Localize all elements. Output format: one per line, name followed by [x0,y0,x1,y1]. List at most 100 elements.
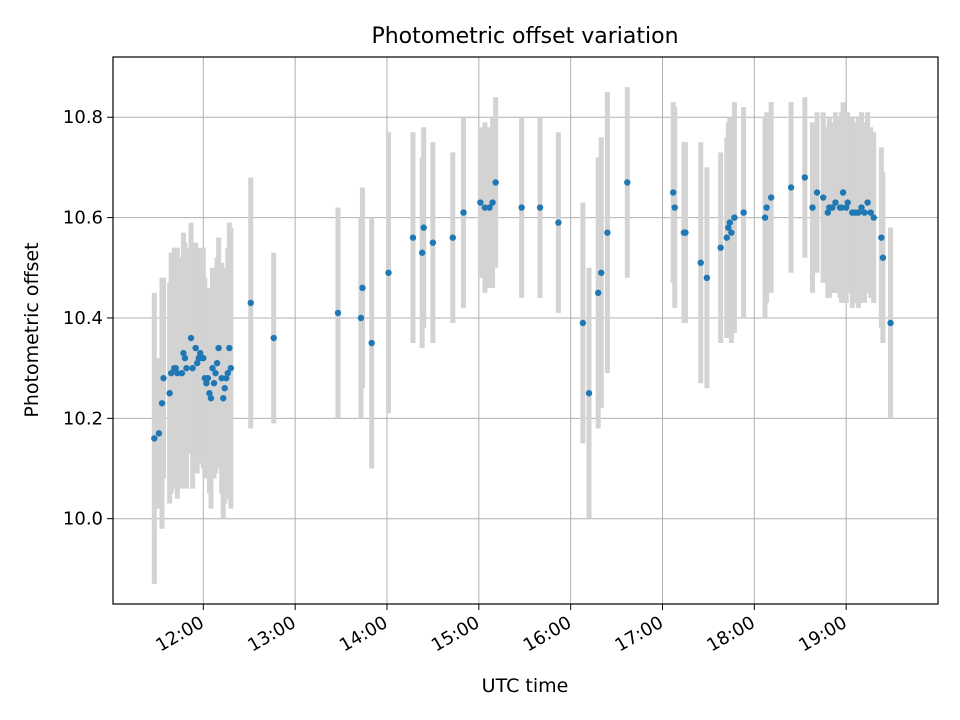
y-axis-label: Photometric offset [21,242,43,417]
data-point [486,204,493,211]
y-tick-label: 10.8 [63,107,103,128]
data-point [206,390,213,397]
data-point [624,179,631,186]
data-point [878,234,885,241]
data-point [824,209,831,216]
data-point [359,284,366,292]
data-point [864,199,871,206]
data-point [682,229,689,236]
data-point [858,204,865,211]
data-point [420,224,427,231]
y-axis-ticks: 10.0 10.2 10.4 10.6 10.8 [63,107,113,530]
data-point [183,364,190,372]
data-point [728,229,735,236]
x-axis-label: UTC time [482,675,569,697]
data-point [861,209,868,216]
data-point [832,199,839,206]
data-point [761,214,769,221]
data-point [481,204,489,211]
data-point [385,269,392,276]
data-point [223,374,230,382]
data-point [460,209,467,216]
data-point [189,364,196,372]
data-point [334,309,342,317]
data-point [492,179,499,186]
data-point [598,269,605,276]
data-point [595,289,602,297]
y-tick-label: 10.0 [63,509,103,530]
data-point [210,379,218,387]
y-tick-label: 10.2 [63,408,103,429]
data-point [429,239,437,246]
data-point [477,199,484,206]
data-point [740,209,747,216]
data-point [726,219,734,226]
data-point [813,189,821,196]
data-point [820,194,827,201]
data-point [723,234,730,241]
data-point [192,344,199,352]
y-tick-label: 10.4 [63,308,103,329]
data-point [697,259,704,266]
data-point [717,244,724,251]
data-point [270,334,277,342]
data-point [187,334,195,342]
data-point [221,385,228,392]
data-point [555,219,562,226]
data-point [167,369,175,377]
data-point [220,395,227,402]
data-point [585,390,593,397]
data-point [207,395,215,402]
data-point [489,199,496,206]
data-point [703,274,711,282]
data-point [151,435,158,442]
data-point [197,349,204,357]
data-point [213,359,221,367]
data-point [160,374,167,382]
data-point [212,369,219,377]
data-point [579,319,587,327]
data-point [604,229,611,236]
data-point [844,199,851,206]
data-point [357,314,365,322]
data-point [178,369,186,377]
data-point [842,204,850,211]
data-point [158,400,166,407]
data-point [200,354,207,362]
data-point [227,364,235,372]
data-point [767,194,775,201]
data-point [409,234,417,241]
data-point [209,364,216,372]
data-point [181,354,189,362]
data-point [368,339,375,347]
data-point [224,369,231,377]
data-point [536,204,544,211]
data-points [151,174,894,442]
data-point [879,254,887,261]
data-point [867,209,874,216]
data-point [763,204,770,211]
y-tick-label: 10.6 [63,208,103,229]
data-point [174,369,181,377]
data-point [870,214,877,221]
data-point [670,189,677,196]
data-point [809,204,816,211]
data-point [518,204,525,211]
data-point [838,204,845,211]
data-point [418,249,426,256]
data-point [218,374,225,382]
data-point [725,224,732,231]
data-point [731,214,738,221]
data-point [887,319,894,327]
data-point [801,174,809,181]
data-point [247,299,254,307]
data-point [787,184,795,191]
data-point [203,379,210,387]
data-point [155,430,163,437]
data-point [180,349,187,357]
data-point [829,204,836,211]
plot-frame [112,56,939,605]
data-point [215,344,222,352]
